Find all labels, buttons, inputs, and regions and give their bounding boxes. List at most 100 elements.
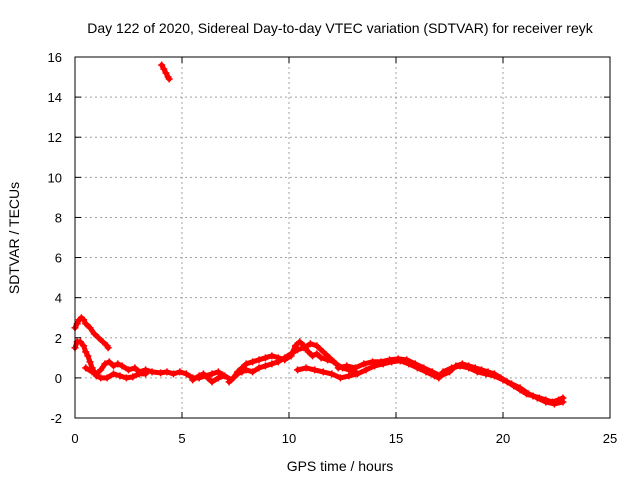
y-tick-label: 12: [48, 130, 62, 145]
data-point: [208, 370, 216, 378]
data-point: [110, 362, 118, 370]
data-point: [86, 324, 94, 332]
x-tick-label: 20: [496, 431, 510, 446]
data-point: [319, 368, 327, 376]
data-point: [158, 61, 166, 69]
data-point: [360, 360, 368, 368]
y-tick-label: 14: [48, 90, 62, 105]
data-point: [499, 376, 507, 384]
data-point: [97, 366, 105, 374]
data-point: [165, 75, 173, 83]
y-tick-label: 8: [55, 210, 62, 225]
series-track-9: [158, 61, 173, 83]
data-point: [437, 372, 445, 380]
data-point: [105, 358, 113, 366]
data-point: [411, 360, 419, 368]
data-point: [125, 366, 132, 374]
data-point: [287, 352, 295, 360]
data-point: [473, 368, 481, 376]
data-point: [313, 342, 321, 350]
series-track-8: [439, 362, 567, 408]
data-point: [229, 374, 237, 382]
data-point: [313, 350, 321, 358]
plot-frame: [74, 56, 611, 419]
data-marks: [71, 61, 567, 408]
data-point: [268, 360, 276, 368]
y-tick-label: 16: [48, 50, 62, 65]
data-point: [169, 370, 177, 378]
data-point: [204, 374, 212, 382]
data-point: [182, 370, 190, 378]
data-point: [542, 398, 550, 406]
data-point: [516, 384, 524, 392]
data-point: [129, 373, 137, 381]
data-point: [221, 372, 229, 380]
data-point: [249, 358, 257, 366]
x-tick-label: 25: [603, 431, 617, 446]
data-point: [238, 364, 246, 372]
data-point: [114, 360, 122, 368]
data-point: [225, 378, 233, 386]
data-point: [131, 364, 139, 372]
data-point: [351, 364, 359, 372]
data-point: [99, 338, 107, 346]
data-point: [122, 374, 130, 382]
x-axis-label: GPS time / hours: [287, 458, 394, 474]
x-tick-label: 10: [282, 431, 296, 446]
data-point: [330, 358, 338, 366]
data-point: [274, 354, 282, 362]
data-point: [296, 338, 304, 346]
grid-lines: [75, 57, 610, 418]
data-point: [208, 378, 216, 386]
data-point: [255, 356, 263, 364]
data-point: [368, 358, 376, 366]
data-point: [309, 352, 317, 360]
data-point: [95, 334, 103, 342]
data-point: [319, 348, 327, 356]
y-axis-label: SDTVAR / TECUs: [6, 182, 22, 294]
data-point: [559, 398, 567, 406]
y-tick-label: 0: [55, 371, 62, 386]
data-point: [334, 364, 342, 372]
data-point: [268, 352, 276, 360]
y-tick-label: 6: [55, 251, 62, 266]
data-point: [249, 368, 257, 376]
data-point: [317, 354, 325, 362]
data-point: [291, 342, 299, 350]
data-point: [82, 364, 90, 372]
data-point: [533, 394, 541, 402]
data-point: [377, 358, 385, 366]
data-point: [294, 366, 302, 374]
data-point: [550, 400, 558, 408]
data-point: [525, 390, 533, 398]
data-point: [306, 340, 314, 348]
data-point: [101, 360, 109, 368]
axis-ticks: 0 5 10 15 20 25 -2 0 2 4 6 8 10 12 14 16: [48, 50, 618, 446]
data-point: [142, 366, 150, 374]
data-point: [336, 374, 344, 382]
data-point: [163, 368, 171, 376]
data-point: [456, 362, 464, 370]
x-tick-label: 0: [71, 431, 78, 446]
series-line: [190, 341, 358, 385]
data-point: [195, 372, 203, 380]
data-point: [362, 366, 370, 374]
data-point: [97, 374, 105, 382]
x-tick-label: 15: [389, 431, 403, 446]
data-point: [311, 366, 319, 374]
data-point: [394, 355, 402, 363]
data-point: [84, 352, 92, 360]
data-point: [92, 370, 100, 378]
data-point: [116, 372, 124, 380]
data-point: [302, 364, 310, 372]
data-point: [104, 344, 112, 352]
data-point: [428, 368, 436, 376]
data-point: [403, 356, 411, 364]
x-tick-label: 5: [178, 431, 185, 446]
data-point: [465, 364, 473, 372]
data-point: [103, 374, 111, 382]
data-point: [343, 362, 351, 370]
data-point: [214, 374, 222, 382]
data-point: [82, 320, 90, 328]
data-point: [353, 370, 361, 378]
